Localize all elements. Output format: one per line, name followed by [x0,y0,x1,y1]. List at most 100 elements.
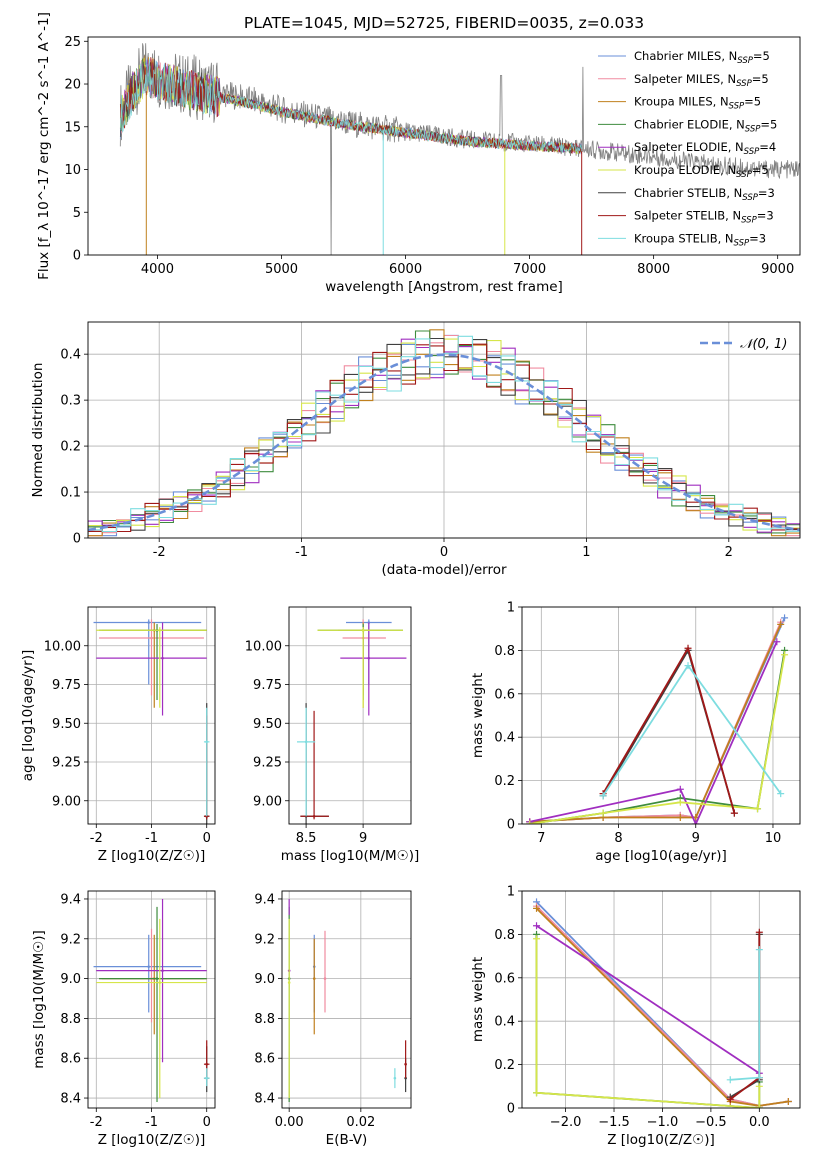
x-axis-label: (data-model)/error [381,562,507,578]
weight-line-6 [602,648,736,814]
weight-line-4 [529,641,778,824]
y-tick-label: 0 [73,249,81,264]
spectrum-model-line-8 [119,58,583,154]
x-tick-label: 9000 [761,262,794,277]
x-tick-label: 6000 [389,262,422,277]
x-tick-label: 8 [614,831,622,846]
weight_vs_Z-plot-area [533,898,792,1108]
weight-marker [781,651,789,659]
weight-marker [784,1097,792,1105]
y-axis-label: mass weight [470,673,486,758]
age_vs_Z-plot-area [93,619,210,824]
y-tick-label: 9.25 [52,756,81,771]
weight-marker [730,809,738,817]
x-tick-label: -2 [153,545,166,560]
weight-line-0 [529,617,786,823]
y-tick-label: 20 [64,78,81,93]
weight-line-8 [730,949,761,1081]
y-tick-label: 9.00 [253,794,282,809]
y-tick-label: 0.4 [494,731,515,746]
x-axis-label: wavelength [Angstrom, rest frame] [325,279,563,295]
y-tick-label: 0.6 [494,971,515,986]
y-tick-label: 0 [507,818,515,833]
weight-line-2 [529,624,782,823]
y-tick-label: 0 [73,532,81,547]
x-tick-label: 4000 [141,262,174,277]
weight-marker [684,644,692,652]
weight-marker [726,1076,734,1084]
weight-marker [533,1089,541,1097]
weight-marker [755,946,763,954]
x-tick-label: −1.0 [647,1115,679,1130]
spectrum-legend: Chabrier MILES, NSSP=5 Salpeter MILES, NS… [598,49,777,248]
y-tick-label: 1 [507,885,515,900]
data-point [287,981,291,984]
weight-marker [755,1082,763,1090]
y-tick-label: 9.0 [60,972,81,987]
y-tick-label: 9.25 [253,756,282,771]
x-tick-label: −2.0 [550,1115,582,1130]
axes-frame [87,606,216,825]
residual-legend: 𝒩(0, 1) [700,337,787,352]
x-tick-label: 8000 [637,262,670,277]
x-tick-label: 0.02 [346,1115,375,1130]
data-point [304,740,308,744]
weight-line-7 [729,932,761,1101]
weight-line-2 [535,907,789,1107]
figure-title: PLATE=1045, MJD=52725, FIBERID=0035, z=0… [244,14,644,32]
y-tick-label: 0 [507,1102,515,1117]
x-tick-label: 0 [203,831,211,846]
axes-frame [87,321,801,539]
spectrum-plot-area [119,43,800,255]
weight-marker [726,1095,734,1103]
x-tick-label: 1 [582,545,590,560]
legend-label: Kroupa STELIB, NSSP=3 [634,231,766,248]
weight-marker [755,928,763,936]
data-point [393,1076,397,1080]
y-tick-label: 5 [73,206,81,221]
axes-frame [87,36,801,256]
x-axis-label: Z [log10(Z/Z☉)] [98,848,206,864]
weight-marker [599,792,607,800]
x-tick-label: 7000 [513,262,546,277]
x-tick-label: 0 [440,545,448,560]
spectrum-data-line [119,43,800,255]
legend-label: Salpeter STELIB, NSSP=3 [634,209,774,226]
y-tick-label: 9.4 [60,892,81,907]
weight-marker [754,805,762,813]
x-tick-label: 8.5 [296,831,317,846]
spectrum-model-line-7 [119,57,583,155]
x-tick-label: -2 [90,1115,103,1130]
weight-marker [533,935,541,943]
legend-label: Kroupa MILES, NSSP=5 [634,95,761,112]
x-axis-label: Z [log10(Z/Z☉)] [98,1132,206,1148]
x-tick-label: -1 [145,1115,158,1130]
weight-marker [755,1104,763,1108]
y-axis-label: age [log10(age/yr)] [20,650,36,782]
mass_vs_ebv-plot-area [287,898,407,1103]
x-axis-label: mass [log10(M/M☉)] [281,848,420,864]
weight-line-7 [602,645,736,814]
axes-frame [281,890,412,1109]
data-point [367,656,371,660]
data-point [361,628,365,632]
panel-residuals: -2 -1 0 1 2 0 0.1 0.2 0.3 0.4 (data-model)/error No… [30,321,801,578]
weight-line-4 [536,924,760,1075]
y-tick-label: 9.2 [254,932,275,947]
y-tick-label: 8.4 [60,1092,81,1107]
data-point [161,969,164,972]
x-tick-label: 0.0 [749,1115,770,1130]
y-tick-label: 8.6 [60,1052,81,1067]
y-tick-label: 9.4 [254,892,275,907]
x-tick-label: −1.5 [598,1115,630,1130]
y-tick-label: 9.2 [60,932,81,947]
data-point [205,1076,209,1080]
y-tick-label: 0.8 [494,928,515,943]
x-tick-label: 10 [765,831,782,846]
data-point [147,965,151,968]
y-tick-label: 0.4 [60,348,81,363]
weight-marker [781,614,789,622]
weight-marker [777,790,785,798]
weight-marker [533,904,541,912]
